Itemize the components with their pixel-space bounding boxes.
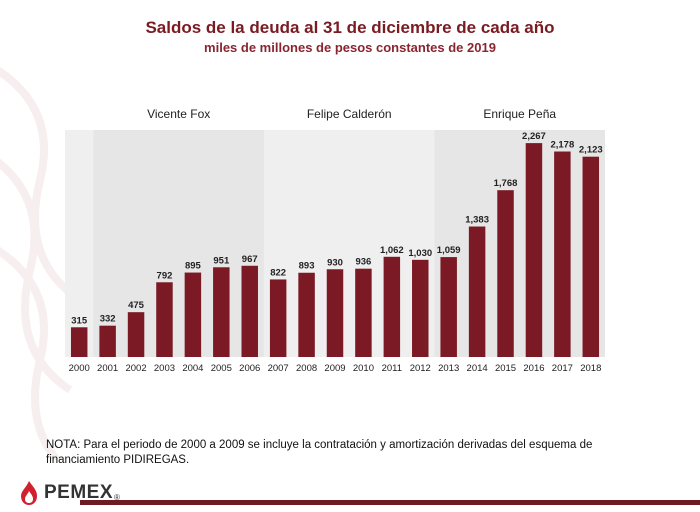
bar [127, 312, 145, 357]
bar [184, 272, 202, 357]
bar [497, 190, 514, 357]
bar-value-label: 2,178 [550, 140, 574, 151]
bar-value-label: 893 [299, 261, 315, 272]
x-tick-label: 2013 [438, 363, 459, 374]
bar-value-label: 951 [213, 255, 230, 266]
footnote: NOTA: Para el periodo de 2000 a 2009 se … [46, 439, 593, 466]
bar-value-label: 2,123 [579, 145, 603, 156]
bar-value-label: 332 [100, 314, 116, 325]
x-tick-label: 2014 [467, 363, 488, 374]
logo-registered-mark: ® [114, 492, 120, 502]
pemex-logo: PEMEX ® [18, 480, 120, 506]
x-tick-label: 2005 [211, 363, 232, 374]
x-tick-label: 2010 [353, 363, 374, 374]
bar-value-label: 475 [128, 300, 145, 311]
bar [298, 272, 315, 357]
x-tick-label: 2007 [268, 363, 289, 374]
period-shade [93, 130, 264, 357]
bar-chart: Vicente Fox Felipe Calderón Enrique Peña 3… [65, 107, 605, 374]
bar [383, 256, 401, 357]
x-tick-label: 2017 [552, 363, 573, 374]
bar-value-label: 936 [355, 257, 371, 268]
logo-text: PEMEX [44, 482, 114, 503]
bar-value-label: 2,267 [522, 131, 546, 142]
bar [213, 267, 230, 357]
period-shade [434, 130, 605, 357]
x-tick-label: 2009 [324, 363, 345, 374]
period-label: Felipe Calderón [307, 107, 392, 121]
x-tick-label: 2006 [239, 363, 260, 374]
bar [412, 259, 429, 357]
period-label: Enrique Peña [483, 107, 556, 121]
x-tick-label: 2004 [182, 363, 203, 374]
bar [582, 156, 600, 357]
x-tick-label: 2000 [69, 363, 90, 374]
x-tick-label: 2008 [296, 363, 317, 374]
bar [326, 269, 344, 357]
bar [241, 265, 258, 357]
period-label: Vicente Fox [147, 107, 210, 121]
bar-value-label: 967 [242, 254, 258, 265]
bar-value-label: 822 [270, 267, 286, 278]
bar-value-label: 1,030 [408, 248, 432, 259]
chart-subtitle: miles de millones de pesos constantes de… [204, 40, 496, 55]
bar-value-label: 1,383 [465, 215, 489, 226]
bar [525, 143, 543, 357]
bar [355, 268, 372, 357]
x-tick-label: 2011 [382, 363, 402, 374]
flame-icon [21, 481, 37, 505]
bar-value-label: 792 [157, 270, 173, 281]
bar [70, 327, 88, 357]
bar [99, 325, 116, 357]
bar-value-label: 315 [71, 315, 88, 326]
x-tick-label: 2018 [580, 363, 601, 374]
bar [554, 151, 571, 357]
x-tick-label: 2001 [97, 363, 118, 374]
chart-title: Saldos de la deuda al 31 de diciembre de… [145, 18, 555, 37]
bar-value-label: 1,059 [437, 245, 461, 256]
background-ornament [0, 67, 83, 460]
x-tick-label: 2015 [495, 363, 516, 374]
bar-value-label: 1,768 [494, 178, 518, 189]
bar [269, 279, 287, 357]
x-tick-label: 2016 [523, 363, 544, 374]
bar-value-label: 895 [185, 261, 202, 272]
bar [468, 226, 486, 357]
x-tick-label: 2012 [410, 363, 431, 374]
bar-value-label: 1,062 [380, 245, 404, 256]
footer-bar [80, 500, 700, 505]
x-tick-label: 2002 [125, 363, 146, 374]
bar [440, 257, 457, 357]
x-tick-label: 2003 [154, 363, 175, 374]
bar [156, 282, 173, 357]
bar-value-label: 930 [327, 257, 343, 268]
period-shade [263, 130, 435, 357]
